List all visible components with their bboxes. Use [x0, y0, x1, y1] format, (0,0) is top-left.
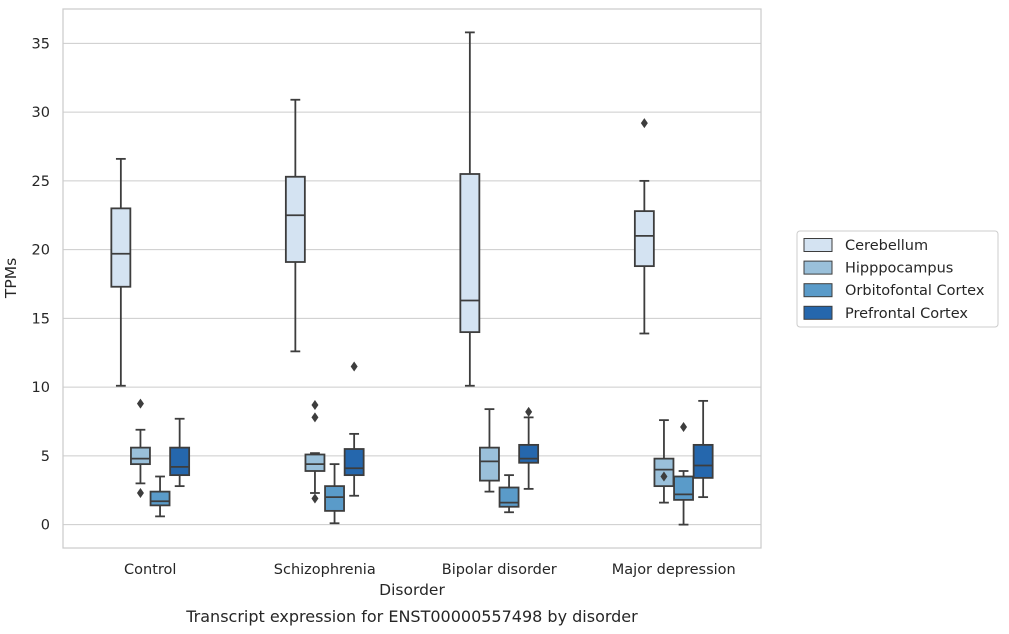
outlier-point — [640, 118, 648, 129]
legend-swatch — [803, 283, 833, 298]
legend-items: Cerebellum Hipppocampus Orbitofontal Corte… — [803, 238, 985, 322]
box — [498, 474, 520, 514]
plot-frame — [62, 8, 762, 549]
x-tick-label: Bipolar disorder — [442, 562, 557, 578]
legend-item: Orbitofontal Cortex — [803, 283, 985, 299]
box-body — [110, 207, 132, 288]
y-tick-label: 25 — [32, 174, 50, 190]
box-body — [324, 485, 345, 512]
y-tick-label: 0 — [41, 518, 50, 534]
box — [343, 361, 365, 497]
box — [633, 118, 655, 335]
outlier-point — [136, 398, 144, 409]
box-body — [169, 446, 191, 477]
box-body — [498, 486, 520, 508]
box — [304, 400, 326, 504]
box — [149, 475, 171, 518]
box — [169, 417, 191, 488]
legend-item: Cerebellum — [803, 238, 928, 254]
legend-swatch — [803, 305, 833, 320]
y-tick-label: 35 — [32, 36, 50, 52]
box-body — [479, 446, 500, 482]
legend-label: Cerebellum — [845, 238, 928, 254]
outlier-point — [525, 406, 533, 417]
x-tick-label: Control — [124, 562, 176, 578]
box-group — [110, 157, 191, 518]
y-tick-label: 30 — [32, 105, 50, 121]
y-axis-title: TPMs — [2, 258, 20, 299]
box-body — [459, 173, 481, 334]
box-group — [459, 31, 540, 514]
outlier-point — [680, 422, 688, 432]
box — [130, 398, 151, 498]
legend-swatch — [803, 260, 833, 275]
outlier-point — [136, 488, 144, 498]
box-body — [518, 443, 540, 464]
y-tick-label: 15 — [32, 311, 50, 327]
legend-label: Hipppocampus — [845, 261, 953, 277]
box — [479, 408, 500, 493]
box-body — [673, 475, 694, 501]
y-tick-labels: 0 5 10 15 20 25 30 35 — [32, 36, 50, 533]
box-body — [304, 453, 326, 472]
outlier-point — [311, 400, 319, 410]
box — [692, 399, 714, 499]
legend-frame — [796, 230, 999, 328]
box — [653, 419, 675, 504]
box-body — [149, 490, 171, 507]
box-body — [692, 443, 714, 479]
legend-label: Prefrontal Cortex — [845, 306, 968, 322]
chart-caption: Transcript expression for ENST0000055749… — [185, 607, 638, 626]
box — [324, 463, 345, 525]
box-body — [343, 448, 365, 477]
box — [459, 31, 481, 387]
box-groups — [110, 31, 714, 526]
grid-lines — [63, 42, 761, 526]
box — [110, 157, 132, 387]
legend-label: Orbitofontal Cortex — [845, 283, 985, 299]
outlier-point — [350, 361, 358, 372]
outlier-point — [311, 412, 319, 423]
box — [673, 422, 694, 526]
outlier-point — [311, 493, 319, 504]
y-tick-label: 20 — [32, 243, 50, 259]
legend-swatch — [803, 238, 833, 252]
box — [518, 406, 540, 490]
x-tick-label: Major depression — [612, 562, 736, 578]
y-tick-label: 5 — [41, 449, 50, 465]
x-axis-title: Disorder — [379, 581, 445, 599]
x-tick-label: Schizophrenia — [274, 562, 376, 578]
x-tick-labels: Control Schizophrenia Bipolar disorder Majo… — [124, 562, 736, 578]
legend: Cerebellum Hipppocampus Orbitofontal Corte… — [796, 230, 999, 328]
outlier-point — [660, 471, 668, 482]
legend-item: Prefrontal Cortex — [803, 305, 968, 322]
box-body — [633, 210, 655, 268]
y-tick-label: 10 — [32, 380, 50, 396]
box — [284, 98, 306, 353]
box-body — [284, 175, 306, 263]
legend-item: Hipppocampus — [803, 260, 953, 277]
box-group — [284, 98, 365, 525]
box-body — [130, 446, 151, 466]
box-group — [633, 118, 714, 526]
